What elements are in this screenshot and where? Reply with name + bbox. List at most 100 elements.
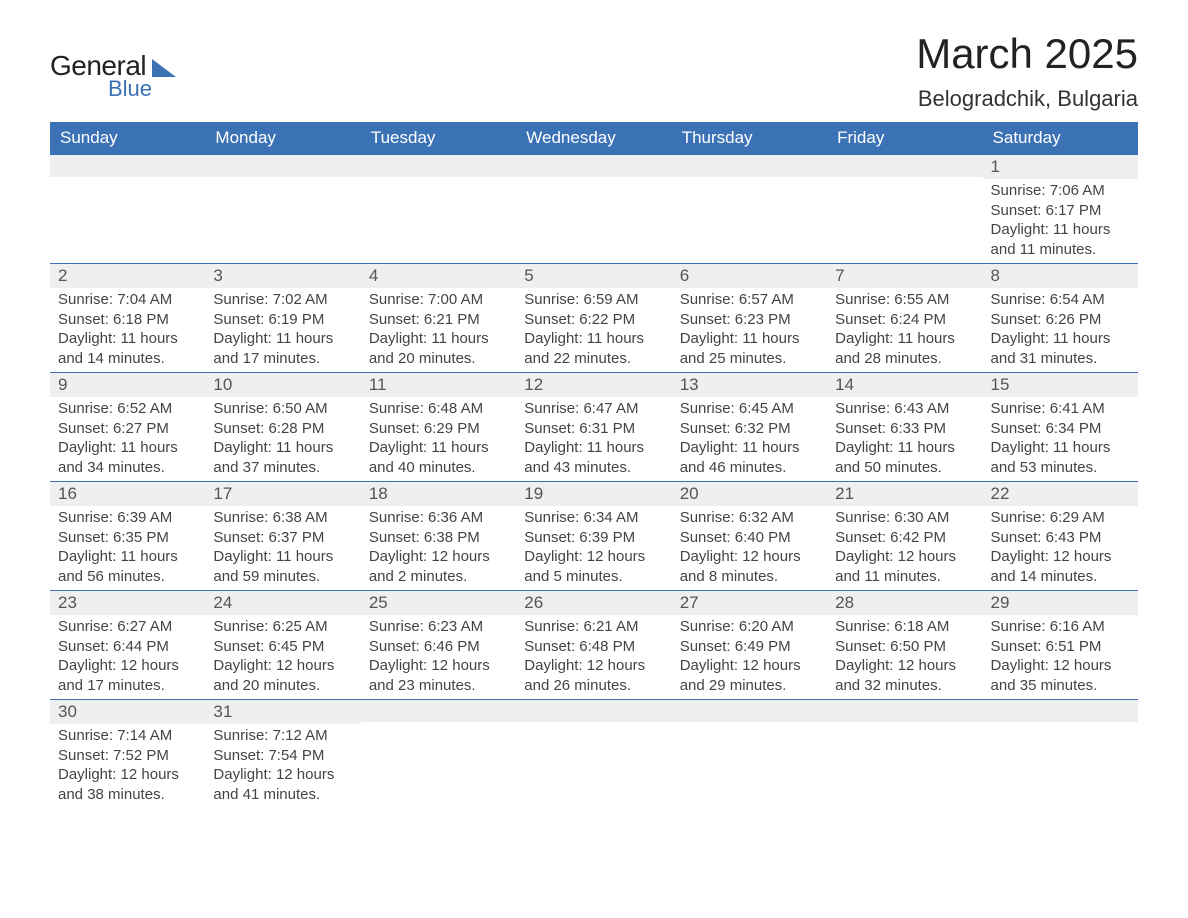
sunrise-text: Sunrise: 6:55 AM bbox=[835, 290, 974, 310]
sunset-text: Sunset: 6:29 PM bbox=[369, 419, 508, 439]
calendar-table: SundayMondayTuesdayWednesdayThursdayFrid… bbox=[50, 122, 1138, 808]
day-content bbox=[205, 177, 360, 253]
daylight-text: Daylight: 12 hours and 14 minutes. bbox=[991, 547, 1130, 586]
sunrise-text: Sunrise: 6:39 AM bbox=[58, 508, 197, 528]
calendar-day-cell: 4Sunrise: 7:00 AMSunset: 6:21 PMDaylight… bbox=[361, 264, 516, 373]
calendar-day-cell: 27Sunrise: 6:20 AMSunset: 6:49 PMDayligh… bbox=[672, 591, 827, 700]
daylight-text: Daylight: 11 hours and 22 minutes. bbox=[524, 329, 663, 368]
sunset-text: Sunset: 6:21 PM bbox=[369, 310, 508, 330]
day-content: Sunrise: 6:21 AMSunset: 6:48 PMDaylight:… bbox=[516, 615, 671, 699]
day-content bbox=[516, 177, 671, 253]
daylight-text: Daylight: 12 hours and 2 minutes. bbox=[369, 547, 508, 586]
sunrise-text: Sunrise: 7:06 AM bbox=[991, 181, 1130, 201]
sunset-text: Sunset: 6:33 PM bbox=[835, 419, 974, 439]
sunrise-text: Sunrise: 6:23 AM bbox=[369, 617, 508, 637]
day-number: 20 bbox=[672, 482, 827, 506]
sunset-text: Sunset: 6:28 PM bbox=[213, 419, 352, 439]
daylight-text: Daylight: 11 hours and 14 minutes. bbox=[58, 329, 197, 368]
calendar-day-cell bbox=[516, 155, 671, 264]
sunrise-text: Sunrise: 6:27 AM bbox=[58, 617, 197, 637]
daylight-text: Daylight: 12 hours and 11 minutes. bbox=[835, 547, 974, 586]
calendar-day-cell: 9Sunrise: 6:52 AMSunset: 6:27 PMDaylight… bbox=[50, 373, 205, 482]
daylight-text: Daylight: 11 hours and 37 minutes. bbox=[213, 438, 352, 477]
calendar-day-cell bbox=[361, 700, 516, 809]
daylight-text: Daylight: 11 hours and 31 minutes. bbox=[991, 329, 1130, 368]
sunset-text: Sunset: 6:35 PM bbox=[58, 528, 197, 548]
day-number bbox=[672, 700, 827, 722]
daylight-text: Daylight: 11 hours and 34 minutes. bbox=[58, 438, 197, 477]
calendar-header-row: SundayMondayTuesdayWednesdayThursdayFrid… bbox=[50, 122, 1138, 155]
day-number: 13 bbox=[672, 373, 827, 397]
sunset-text: Sunset: 6:34 PM bbox=[991, 419, 1130, 439]
sunrise-text: Sunrise: 6:16 AM bbox=[991, 617, 1130, 637]
day-content: Sunrise: 7:12 AMSunset: 7:54 PMDaylight:… bbox=[205, 724, 360, 808]
day-number: 9 bbox=[50, 373, 205, 397]
calendar-day-cell: 5Sunrise: 6:59 AMSunset: 6:22 PMDaylight… bbox=[516, 264, 671, 373]
daylight-text: Daylight: 12 hours and 20 minutes. bbox=[213, 656, 352, 695]
calendar-day-cell: 22Sunrise: 6:29 AMSunset: 6:43 PMDayligh… bbox=[983, 482, 1138, 591]
day-content bbox=[516, 722, 671, 798]
daylight-text: Daylight: 12 hours and 41 minutes. bbox=[213, 765, 352, 804]
sunset-text: Sunset: 6:42 PM bbox=[835, 528, 974, 548]
logo: General Blue bbox=[50, 50, 176, 102]
day-content: Sunrise: 7:06 AMSunset: 6:17 PMDaylight:… bbox=[983, 179, 1138, 263]
daylight-text: Daylight: 12 hours and 17 minutes. bbox=[58, 656, 197, 695]
day-number: 1 bbox=[983, 155, 1138, 179]
calendar-day-cell: 21Sunrise: 6:30 AMSunset: 6:42 PMDayligh… bbox=[827, 482, 982, 591]
calendar-day-cell: 1Sunrise: 7:06 AMSunset: 6:17 PMDaylight… bbox=[983, 155, 1138, 264]
calendar-day-cell bbox=[672, 155, 827, 264]
sunrise-text: Sunrise: 7:04 AM bbox=[58, 290, 197, 310]
day-number bbox=[516, 700, 671, 722]
day-number: 17 bbox=[205, 482, 360, 506]
day-number: 12 bbox=[516, 373, 671, 397]
day-number: 28 bbox=[827, 591, 982, 615]
day-content: Sunrise: 6:52 AMSunset: 6:27 PMDaylight:… bbox=[50, 397, 205, 481]
calendar-day-cell bbox=[205, 155, 360, 264]
page-header: General Blue March 2025 Belogradchik, Bu… bbox=[50, 30, 1138, 112]
calendar-week-row: 1Sunrise: 7:06 AMSunset: 6:17 PMDaylight… bbox=[50, 155, 1138, 264]
calendar-day-cell: 13Sunrise: 6:45 AMSunset: 6:32 PMDayligh… bbox=[672, 373, 827, 482]
weekday-header: Friday bbox=[827, 122, 982, 155]
sunset-text: Sunset: 6:32 PM bbox=[680, 419, 819, 439]
daylight-text: Daylight: 12 hours and 23 minutes. bbox=[369, 656, 508, 695]
sunrise-text: Sunrise: 6:36 AM bbox=[369, 508, 508, 528]
daylight-text: Daylight: 12 hours and 38 minutes. bbox=[58, 765, 197, 804]
calendar-day-cell: 12Sunrise: 6:47 AMSunset: 6:31 PMDayligh… bbox=[516, 373, 671, 482]
sunset-text: Sunset: 6:39 PM bbox=[524, 528, 663, 548]
day-number: 7 bbox=[827, 264, 982, 288]
sunrise-text: Sunrise: 6:38 AM bbox=[213, 508, 352, 528]
calendar-day-cell: 8Sunrise: 6:54 AMSunset: 6:26 PMDaylight… bbox=[983, 264, 1138, 373]
day-number: 6 bbox=[672, 264, 827, 288]
day-content bbox=[361, 177, 516, 253]
day-content: Sunrise: 6:38 AMSunset: 6:37 PMDaylight:… bbox=[205, 506, 360, 590]
sunrise-text: Sunrise: 6:32 AM bbox=[680, 508, 819, 528]
calendar-body: 1Sunrise: 7:06 AMSunset: 6:17 PMDaylight… bbox=[50, 155, 1138, 809]
daylight-text: Daylight: 12 hours and 32 minutes. bbox=[835, 656, 974, 695]
calendar-day-cell: 31Sunrise: 7:12 AMSunset: 7:54 PMDayligh… bbox=[205, 700, 360, 809]
calendar-day-cell: 19Sunrise: 6:34 AMSunset: 6:39 PMDayligh… bbox=[516, 482, 671, 591]
sunrise-text: Sunrise: 7:02 AM bbox=[213, 290, 352, 310]
day-number: 25 bbox=[361, 591, 516, 615]
weekday-header: Wednesday bbox=[516, 122, 671, 155]
day-content: Sunrise: 7:04 AMSunset: 6:18 PMDaylight:… bbox=[50, 288, 205, 372]
calendar-day-cell: 30Sunrise: 7:14 AMSunset: 7:52 PMDayligh… bbox=[50, 700, 205, 809]
sunrise-text: Sunrise: 6:43 AM bbox=[835, 399, 974, 419]
daylight-text: Daylight: 11 hours and 20 minutes. bbox=[369, 329, 508, 368]
day-content: Sunrise: 6:59 AMSunset: 6:22 PMDaylight:… bbox=[516, 288, 671, 372]
sunrise-text: Sunrise: 6:41 AM bbox=[991, 399, 1130, 419]
sunrise-text: Sunrise: 6:30 AM bbox=[835, 508, 974, 528]
daylight-text: Daylight: 11 hours and 50 minutes. bbox=[835, 438, 974, 477]
day-content: Sunrise: 6:36 AMSunset: 6:38 PMDaylight:… bbox=[361, 506, 516, 590]
day-number: 5 bbox=[516, 264, 671, 288]
day-content: Sunrise: 6:45 AMSunset: 6:32 PMDaylight:… bbox=[672, 397, 827, 481]
calendar-day-cell: 3Sunrise: 7:02 AMSunset: 6:19 PMDaylight… bbox=[205, 264, 360, 373]
sunset-text: Sunset: 6:46 PM bbox=[369, 637, 508, 657]
day-number: 4 bbox=[361, 264, 516, 288]
day-content: Sunrise: 6:41 AMSunset: 6:34 PMDaylight:… bbox=[983, 397, 1138, 481]
daylight-text: Daylight: 11 hours and 17 minutes. bbox=[213, 329, 352, 368]
daylight-text: Daylight: 12 hours and 26 minutes. bbox=[524, 656, 663, 695]
calendar-week-row: 2Sunrise: 7:04 AMSunset: 6:18 PMDaylight… bbox=[50, 264, 1138, 373]
day-number: 16 bbox=[50, 482, 205, 506]
sunset-text: Sunset: 6:24 PM bbox=[835, 310, 974, 330]
day-number: 8 bbox=[983, 264, 1138, 288]
